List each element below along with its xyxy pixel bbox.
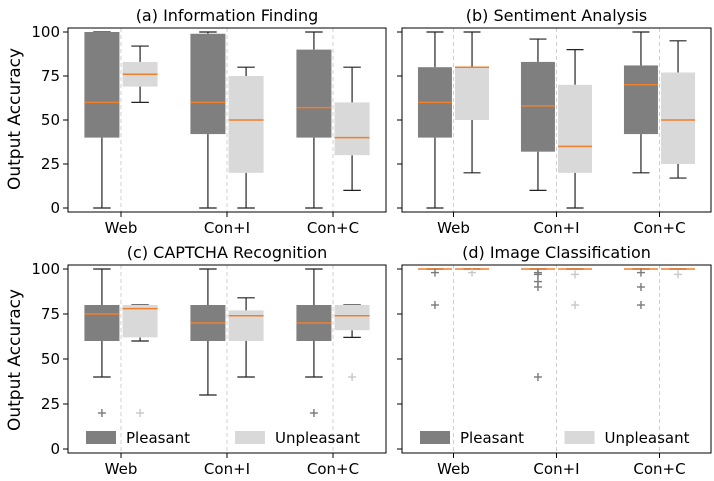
box-pleasant-con-i [190,33,226,135]
legend-label-unpleasant: Unpleasant [605,429,690,447]
box-pleasant-con-i [520,61,555,152]
x-tick-label: Con+I [204,460,250,478]
x-tick-label: Con+C [307,219,359,237]
box-unpleasant-web [455,67,490,120]
legend-label-unpleasant: Unpleasant [275,429,360,447]
box-unpleasant-con-c [661,72,696,164]
x-tick-label: Con+C [633,219,685,237]
chart-panel-2: (b) Sentiment Analysis Web Con+I Con+C [397,6,712,237]
y-axis-label-bottom: Output Accuracy [5,289,25,431]
x-tick-label: Web [105,460,138,478]
legend-swatch-pleasant [420,431,450,444]
x-tick-label: Web [437,460,470,478]
y-tick-label: 50 [41,111,60,129]
box-unpleasant-con-i [558,84,593,173]
legend-swatch-unpleasant [235,431,265,444]
y-tick-label: 100 [31,23,60,41]
x-tick-label: Web [105,219,138,237]
y-tick-label: 0 [50,199,60,217]
box-unpleasant-con-c [334,102,370,156]
y-tick-label: 25 [41,155,60,173]
box-unpleasant-con-c [334,305,370,331]
box-pleasant-con-c [623,65,658,135]
panel-title: (a) Information Finding [136,6,319,25]
y-tick-label: 75 [41,67,60,85]
y-tick-label: 50 [41,350,60,368]
y-tick-label: 100 [31,260,60,278]
box-unpleasant-con-i [228,310,264,341]
y-tick-label: 0 [50,440,60,458]
legend-label-pleasant: Pleasant [460,429,524,447]
panel-title: (c) CAPTCHA Recognition [127,243,327,262]
y-tick-label: 25 [41,395,60,413]
panel-title: (d) Image Classification [462,243,651,262]
panel-title: (b) Sentiment Analysis [466,6,647,25]
chart-panel-3: (c) CAPTCHA Recognition 0 25 50 75 100 Web Con+… [31,243,387,478]
box-unpleasant-con-i [228,76,264,173]
x-tick-label: Con+I [204,219,250,237]
chart-panel-1: (a) Information Finding 0 25 50 75 100 Web Con+… [31,6,387,237]
x-tick-label: Con+I [533,219,579,237]
box-pleasant-web [84,32,120,138]
box-unpleasant-web [122,305,158,338]
legend-label-pleasant: Pleasant [126,429,190,447]
chart-panel-4: (d) Image Classification Web Con+I Con+C Ple… [397,243,712,478]
x-tick-label: Web [437,219,470,237]
legend-swatch-unpleasant [564,431,595,444]
box-pleasant-web [84,305,120,341]
x-tick-label: Con+C [307,460,359,478]
y-axis-label-top: Output Accuracy [5,48,25,190]
box-pleasant-con-c [296,49,332,138]
legend-swatch-pleasant [86,431,116,444]
x-tick-label: Con+C [633,460,685,478]
x-tick-label: Con+I [533,460,579,478]
y-tick-label: 75 [41,305,60,323]
